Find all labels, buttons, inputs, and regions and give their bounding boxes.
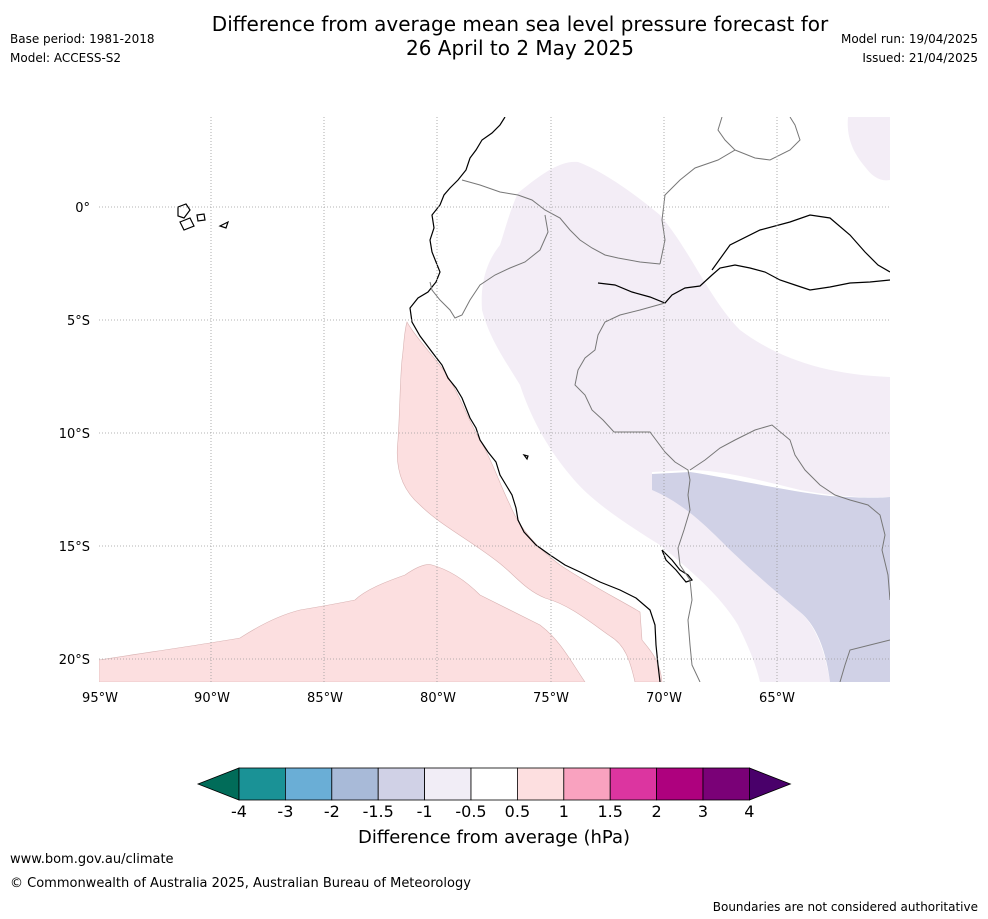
border-bolivia-brazil [689,424,890,601]
colorbar-tick-label: 3 [698,802,708,821]
colorbar-tick-label: -1 [417,802,433,821]
country-borders [429,117,890,682]
colorbar-swatch [609,767,658,801]
map-title: Difference from average mean sea level p… [0,12,988,60]
coastline-galapagos-2 [179,217,195,231]
coastline-titicaca [661,549,694,583]
coastline-amazon-river [597,264,890,304]
colorbar-tick-label: -2 [324,802,340,821]
title-line-2: 26 April to 2 May 2025 [406,36,634,60]
border-north-east [734,117,801,161]
lon-label: 80°W [420,691,456,706]
colorbar-tick-label: 1.5 [597,802,622,821]
coastline-lake-small [522,454,529,461]
colorbar-under-triangle [196,767,240,801]
anomaly-zone-minus-1 [652,472,890,682]
colorbar-tick-label: 4 [744,802,754,821]
colorbar-tick-labels: -4 -3 -2 -1.5 -1 -0.5 0.5 1 1.5 2 3 4 [231,802,754,821]
border-brazil-venezuela [659,117,736,265]
colorbar-tick-label: -3 [277,802,293,821]
coastline-galapagos-1 [177,203,191,219]
colorbar-tick-label: -0.5 [455,802,486,821]
copyright-text: © Commonwealth of Australia 2025, Austra… [10,876,471,891]
anomaly-zone-plus-0.5-southwest [99,564,586,682]
colorbar-tick-label: 0.5 [505,802,530,821]
disclaimer-text: Boundaries are not considered authoritat… [712,900,978,914]
title-line-1: Difference from average mean sea level p… [211,12,829,36]
coastline-south-america-west [409,117,661,682]
border-ecuador-peru [429,214,549,319]
lon-label: 85°W [307,691,343,706]
lat-label: 0° [75,201,90,216]
colorbar-swatch [424,767,472,801]
colorbar-swatch [284,767,333,801]
website-link[interactable]: www.bom.gov.au/climate [10,852,174,867]
colorbar-swatch [702,767,750,801]
border-peru-brazil [574,302,691,549]
map-area [99,117,890,682]
lon-axis-labels: 95°W 90°W 85°W 80°W 75°W 70°W 65°W [82,691,795,706]
lat-label: 20°S [59,653,90,668]
colorbar-swatch [656,767,704,801]
anomaly-zone-plus-0.5-coastal [396,321,663,682]
lon-label: 90°W [194,691,230,706]
base-period-text: Base period: 1981-2018 [10,32,155,46]
colorbar-swatch [470,767,518,801]
anomaly-zone-minus-0.5 [481,161,890,682]
colorbar-tick-label: -1.5 [363,802,394,821]
colorbar-swatch [563,767,611,801]
model-text: Model: ACCESS-S2 [10,51,122,65]
coastline-galapagos-4 [218,220,230,229]
colorbar-swatch [238,767,286,801]
model-run-text: Model run: 19/04/2025 [840,32,978,46]
colorbar-over-triangle [749,767,792,801]
border-ecuador-colombia [461,179,661,265]
lon-label: 70°W [646,691,682,706]
lat-label: 10°S [59,427,90,442]
coastlines [177,117,890,682]
coastline-galapagos-3 [196,213,206,222]
border-chile-argentina [677,547,701,682]
colorbar-tick-label: 1 [559,802,569,821]
lon-label: 65°W [759,691,795,706]
colorbar [196,767,792,801]
lon-label: 95°W [82,691,118,706]
colorbar-label: Difference from average (hPa) [358,827,630,848]
colorbar-swatch [377,767,426,801]
gridlines [99,117,890,682]
border-paraguay [839,639,890,682]
lat-label: 5°S [67,314,90,329]
lon-label: 75°W [533,691,569,706]
lat-axis-labels: 0° 5°S 10°S 15°S 20°S [59,201,90,668]
colorbar-tick-label: -4 [231,802,247,821]
colorbar-tick-label: 2 [652,802,662,821]
colorbar-swatch [517,767,565,801]
anomaly-zone-minus-0.5-ne [847,117,890,181]
issued-text: Issued: 21/04/2025 [862,51,978,65]
lat-label: 15°S [59,540,90,555]
colorbar-swatch [331,767,379,801]
coastline-north [711,214,890,273]
